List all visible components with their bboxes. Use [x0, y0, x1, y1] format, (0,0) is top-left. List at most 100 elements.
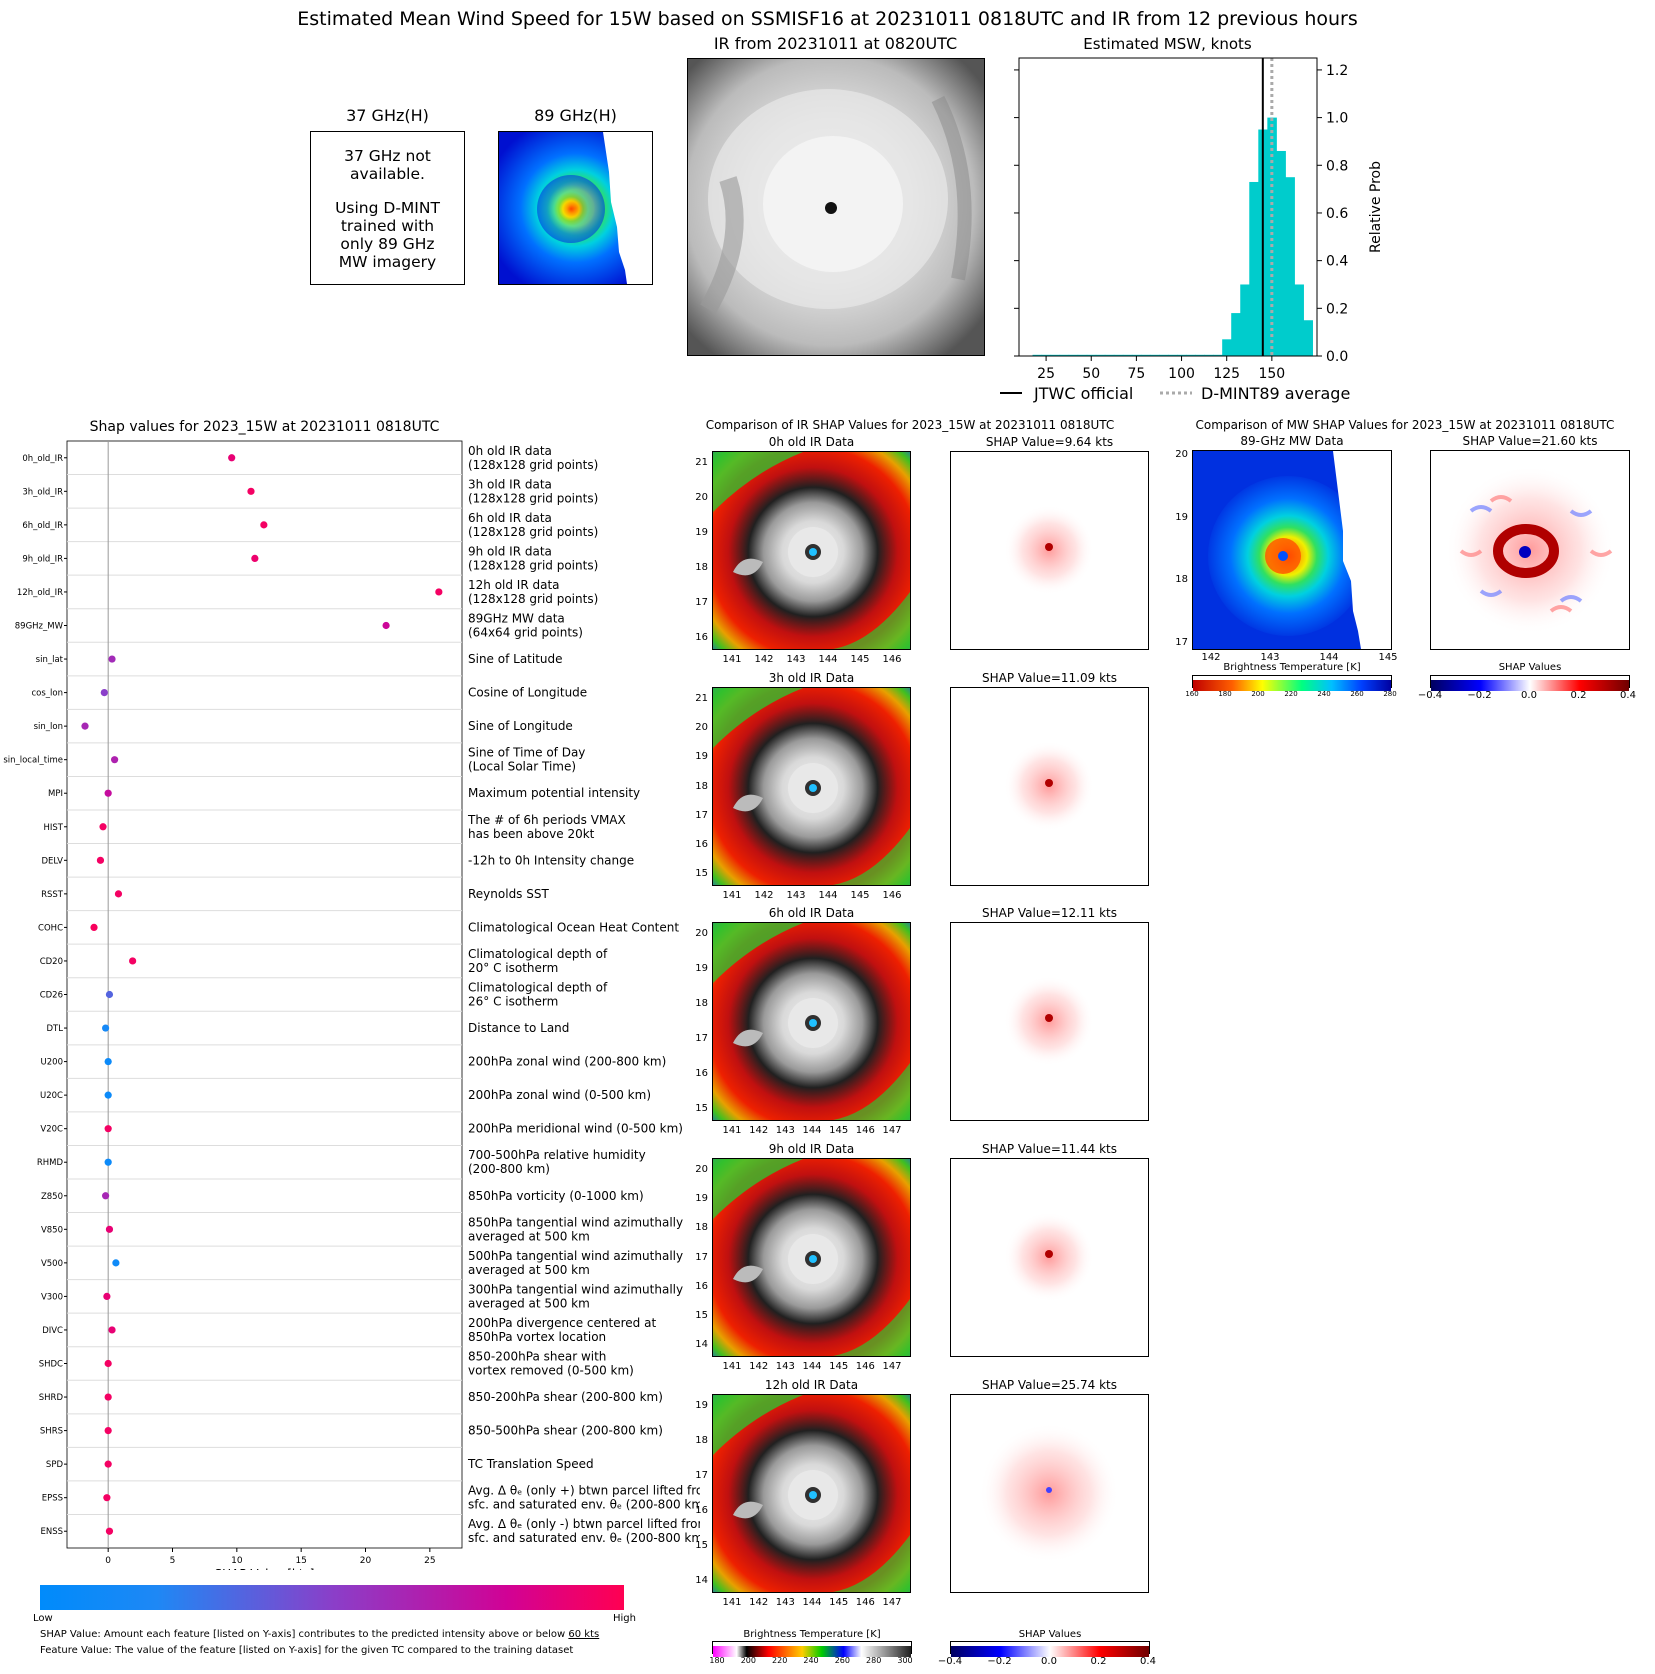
ir-row-image [712, 922, 911, 1121]
ir-y-tick: 20 [695, 1164, 708, 1175]
feature-dot [99, 823, 107, 831]
ir-y-tick: 20 [695, 928, 708, 939]
mw-bt-colorbar [1192, 675, 1392, 691]
ir-y-tick: 19 [695, 527, 708, 538]
feature-name-label: Z850 [41, 1192, 63, 1202]
bt-tick: 260 [834, 1656, 850, 1665]
ir-band [833, 592, 910, 649]
ir-y-tick: 19 [695, 963, 708, 974]
y-tick-label: 0.4 [1326, 254, 1348, 270]
ir-shap-colorbar-label: SHAP Values [1018, 1629, 1082, 1640]
histogram-bar [1131, 354, 1142, 356]
feature-description: 500hPa tangential wind azimuthally [468, 1249, 683, 1263]
mw-y-tick: 18 [1175, 574, 1188, 586]
feature-description: 6h old IR data [468, 511, 552, 525]
ir-row-shap-image [950, 922, 1149, 1121]
ir-y-tick: 21 [695, 693, 708, 704]
feature-dot [112, 1259, 120, 1267]
ir-x-tick: 144 [818, 654, 838, 665]
ir-x-tick: 147 [882, 1597, 902, 1608]
feature-description: Climatological depth of [468, 947, 608, 961]
ir-y-tick: 19 [695, 751, 708, 763]
feature-description: (128x128 grid points) [468, 491, 598, 505]
mw-y-tick: 19 [1175, 511, 1188, 523]
ir-shap-colorbar [950, 1641, 1150, 1657]
msw-histogram: 25 50 75 100 125 150 0.0 0.2 0.4 0.6 0.8 1.0 1.2 Rela… [1000, 57, 1380, 403]
bt-tick: 240 [803, 1656, 819, 1665]
x-tick-label: 5 [170, 1556, 176, 1566]
x-tick-label: 25 [424, 1556, 435, 1566]
ir-x-tick: 143 [786, 890, 806, 901]
feature-name-label: DTL [47, 1024, 64, 1034]
feature-name-label: V850 [41, 1225, 63, 1235]
legend-jtwc-label: JTWC official [1033, 384, 1133, 403]
ir-y-tick: 15 [695, 868, 708, 879]
shap-note-1: SHAP Value: Amount each feature [listed … [40, 1629, 599, 1640]
histogram-bar [1186, 354, 1196, 356]
mw-bt-tick: 280 [1383, 690, 1397, 698]
histogram-bar [1086, 354, 1097, 356]
histogram-bar [1204, 354, 1214, 356]
ir-x-tick: 145 [850, 654, 870, 665]
feature-dot [105, 1225, 114, 1233]
feature-dot [105, 1527, 114, 1535]
colorbar-high-label: High [613, 1613, 636, 1624]
feature-description: averaged at 500 km [468, 1263, 590, 1277]
feature-description: -12h to 0h Intensity change [468, 853, 634, 867]
shap-note-1-link[interactable]: 60 kts [568, 1629, 600, 1640]
mw-data-title: 89-GHz MW Data [1240, 434, 1344, 448]
bt-tick: 200 [740, 1656, 756, 1665]
ir-row-image [712, 451, 911, 650]
feature-dot [104, 1426, 112, 1435]
ir-x-tick: 146 [882, 654, 902, 665]
ir-x-tick: 145 [850, 890, 870, 901]
ir-y-tick: 18 [695, 1435, 708, 1446]
feature-description: 200hPa meridional wind (0-500 km) [468, 1122, 683, 1136]
feature-name-label: 12h_old_IR [17, 588, 63, 598]
ir-row-image [712, 1394, 911, 1593]
mw-x-tick: 145 [1378, 652, 1398, 663]
x-tick-label: 125 [1213, 366, 1240, 382]
mw-shap-tick: −0.2 [1467, 690, 1492, 701]
shap-note-1-text: SHAP Value: Amount each feature [listed … [40, 1629, 569, 1640]
ghz37-msg-line: 37 GHz not [344, 147, 431, 165]
feature-description: 200hPa zonal wind (200-800 km) [468, 1055, 666, 1069]
mw-shap-colorbar-label: SHAP Values [1498, 662, 1562, 673]
ir-eye [809, 548, 817, 556]
ir-y-tick: 15 [695, 1103, 708, 1114]
ir-x-tick: 146 [855, 1125, 875, 1136]
ghz37-msg-line: only 89 GHz [340, 235, 435, 253]
ir-row-shap-image [950, 1158, 1149, 1357]
ir-x-tick: 144 [802, 1361, 822, 1372]
mw-y-tick: 20 [1175, 449, 1188, 460]
ir-x-tick: 142 [754, 654, 774, 665]
ir-x-tick: 141 [722, 654, 742, 665]
ir-y-tick: 15 [695, 1309, 708, 1321]
histogram-bar [1050, 354, 1061, 356]
ir-eye [809, 1019, 817, 1027]
ir-band [833, 828, 910, 885]
feature-description: Sine of Latitude [468, 652, 563, 666]
ir-title: IR from 20231011 at 0820UTC [713, 34, 958, 53]
feature-description: (Local Solar Time) [468, 760, 576, 774]
ir-x-tick: 145 [829, 1597, 849, 1608]
feature-name-label: SHRS [40, 1427, 63, 1437]
ghz37-msg-line: MW imagery [338, 253, 437, 271]
ir-row-title: 0h old IR Data [768, 435, 855, 449]
ir-x-tick: 142 [749, 1597, 769, 1608]
bt-tick: 280 [866, 1656, 882, 1665]
histogram-bar [1285, 177, 1295, 356]
ir-band [833, 1299, 910, 1356]
ir-row-image-svg [713, 1395, 910, 1592]
histogram-bar [1059, 354, 1070, 356]
mw-compare-title: Comparison of MW SHAP Values for 2023_15… [1195, 418, 1615, 432]
ir-y-tick: 17 [695, 1251, 708, 1263]
mw-data-image [1192, 450, 1392, 650]
feature-description: 700-500hPa relative humidity [468, 1148, 646, 1162]
ir-image [687, 58, 985, 356]
y-tick-label: 1.2 [1326, 63, 1348, 79]
x-tick-label: 150 [1258, 366, 1285, 382]
ghz37-title: 37 GHz(H) [346, 106, 429, 125]
feature-name-label: U20C [40, 1091, 63, 1101]
histogram-bar [1276, 150, 1286, 356]
